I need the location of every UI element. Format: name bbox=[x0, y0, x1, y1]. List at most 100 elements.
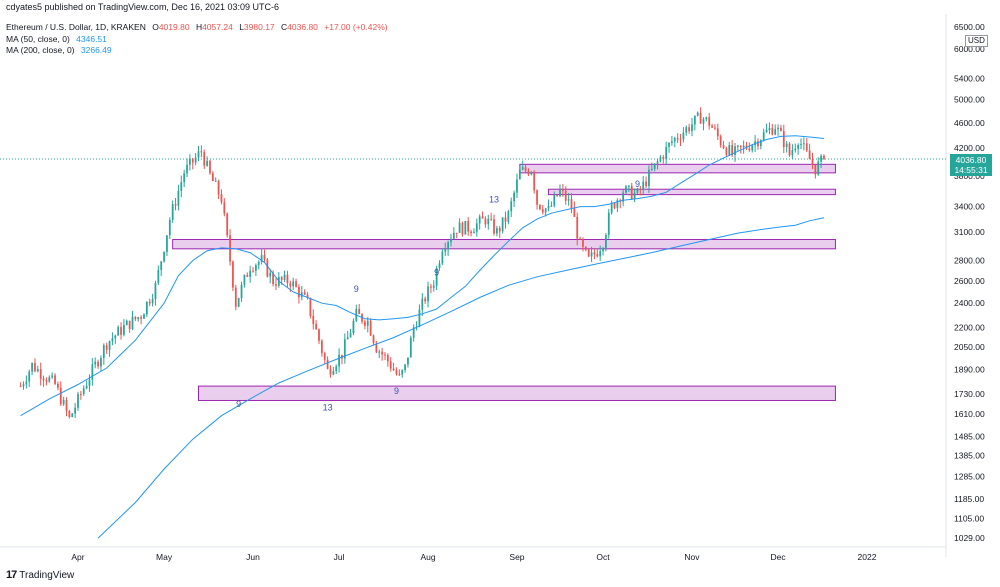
candle-body[interactable] bbox=[757, 141, 759, 147]
candle-body[interactable] bbox=[94, 361, 97, 365]
candle-body[interactable] bbox=[85, 385, 88, 389]
candle-body[interactable] bbox=[114, 335, 117, 339]
candle-body[interactable] bbox=[401, 370, 404, 375]
candle-body[interactable] bbox=[645, 181, 647, 187]
candle-body[interactable] bbox=[464, 220, 467, 235]
candle-body[interactable] bbox=[289, 283, 292, 287]
candle-body[interactable] bbox=[539, 204, 541, 210]
candle-body[interactable] bbox=[22, 384, 25, 387]
candle-body[interactable] bbox=[427, 286, 429, 302]
candle-body[interactable] bbox=[54, 375, 56, 384]
candle-body[interactable] bbox=[372, 335, 375, 344]
candle-body[interactable] bbox=[765, 129, 768, 133]
candle-body[interactable] bbox=[36, 369, 39, 372]
candle-body[interactable] bbox=[424, 298, 427, 302]
candle-body[interactable] bbox=[381, 351, 384, 355]
candle-body[interactable] bbox=[777, 127, 779, 130]
ma200-row[interactable]: MA (200, close, 0) 3266.49 bbox=[6, 45, 388, 57]
candle-body[interactable] bbox=[369, 320, 372, 336]
candle-body[interactable] bbox=[232, 261, 234, 288]
candle-body[interactable] bbox=[553, 195, 556, 206]
candle-body[interactable] bbox=[550, 205, 553, 207]
ma200-line[interactable] bbox=[97, 217, 825, 539]
candle-body[interactable] bbox=[346, 337, 349, 340]
candle-body[interactable] bbox=[125, 320, 128, 326]
candle-body[interactable] bbox=[145, 301, 148, 315]
candle-body[interactable] bbox=[599, 251, 602, 257]
candle-body[interactable] bbox=[544, 208, 547, 213]
candle-body[interactable] bbox=[430, 286, 432, 288]
candle-body[interactable] bbox=[823, 155, 825, 159]
candle-body[interactable] bbox=[42, 378, 45, 381]
candle-body[interactable] bbox=[596, 254, 599, 257]
candle-body[interactable] bbox=[561, 188, 564, 191]
candle-body[interactable] bbox=[573, 208, 576, 217]
candle-body[interactable] bbox=[800, 144, 802, 146]
candle-body[interactable] bbox=[447, 242, 450, 250]
candle-body[interactable] bbox=[102, 345, 105, 359]
candle-body[interactable] bbox=[808, 150, 811, 160]
candle-body[interactable] bbox=[398, 374, 401, 376]
candle-body[interactable] bbox=[587, 249, 590, 257]
candle-body[interactable] bbox=[648, 169, 650, 187]
candle-body[interactable] bbox=[435, 268, 438, 286]
candle-body[interactable] bbox=[487, 218, 490, 225]
candle-body[interactable] bbox=[516, 179, 518, 193]
candle-body[interactable] bbox=[541, 209, 544, 213]
candle-body[interactable] bbox=[547, 206, 550, 209]
candle-body[interactable] bbox=[209, 160, 211, 174]
candle-body[interactable] bbox=[493, 219, 495, 234]
candle-body[interactable] bbox=[582, 239, 584, 247]
candle-body[interactable] bbox=[197, 151, 200, 158]
candle-body[interactable] bbox=[513, 192, 515, 202]
candle-body[interactable] bbox=[676, 138, 679, 140]
candle-body[interactable] bbox=[731, 145, 734, 156]
zone-rect[interactable] bbox=[519, 163, 836, 174]
candle-body[interactable] bbox=[220, 194, 223, 203]
candle-body[interactable] bbox=[409, 337, 412, 358]
candle-body[interactable] bbox=[318, 329, 320, 341]
candle-body[interactable] bbox=[817, 161, 820, 175]
candle-body[interactable] bbox=[295, 281, 297, 287]
candle-body[interactable] bbox=[88, 379, 91, 386]
candle-body[interactable] bbox=[805, 143, 808, 151]
candle-body[interactable] bbox=[389, 361, 392, 369]
candle-body[interactable] bbox=[300, 292, 303, 298]
candle-body[interactable] bbox=[458, 222, 461, 233]
candle-body[interactable] bbox=[217, 180, 220, 195]
candle-body[interactable] bbox=[671, 141, 673, 143]
candle-body[interactable] bbox=[91, 364, 94, 380]
currency-badge[interactable]: USD bbox=[965, 35, 988, 47]
candle-body[interactable] bbox=[811, 159, 814, 165]
candle-body[interactable] bbox=[567, 199, 570, 201]
candle-body[interactable] bbox=[470, 231, 472, 234]
candle-body[interactable] bbox=[249, 270, 252, 277]
candle-body[interactable] bbox=[510, 201, 513, 212]
candle-body[interactable] bbox=[613, 202, 616, 208]
candle-body[interactable] bbox=[642, 181, 645, 190]
candle-body[interactable] bbox=[653, 163, 656, 169]
candle-body[interactable] bbox=[100, 358, 102, 367]
candle-body[interactable] bbox=[140, 317, 143, 319]
candle-body[interactable] bbox=[559, 188, 561, 196]
candle-body[interactable] bbox=[630, 185, 633, 200]
candle-body[interactable] bbox=[186, 164, 188, 174]
candle-body[interactable] bbox=[751, 145, 754, 151]
candle-body[interactable] bbox=[576, 216, 579, 239]
candle-body[interactable] bbox=[518, 169, 521, 180]
candle-body[interactable] bbox=[174, 204, 177, 206]
candle-body[interactable] bbox=[364, 321, 366, 326]
candle-body[interactable] bbox=[659, 157, 662, 162]
candle-body[interactable] bbox=[797, 145, 800, 149]
candle-body[interactable] bbox=[65, 400, 68, 411]
candle-body[interactable] bbox=[183, 173, 186, 183]
candle-body[interactable] bbox=[326, 359, 329, 369]
candle-body[interactable] bbox=[283, 274, 286, 280]
candle-body[interactable] bbox=[407, 357, 409, 365]
candle-body[interactable] bbox=[108, 341, 111, 350]
candle-body[interactable] bbox=[533, 172, 536, 191]
candle-body[interactable] bbox=[332, 371, 335, 375]
candle-body[interactable] bbox=[759, 140, 762, 147]
candle-body[interactable] bbox=[378, 351, 381, 353]
candle-body[interactable] bbox=[320, 340, 323, 354]
